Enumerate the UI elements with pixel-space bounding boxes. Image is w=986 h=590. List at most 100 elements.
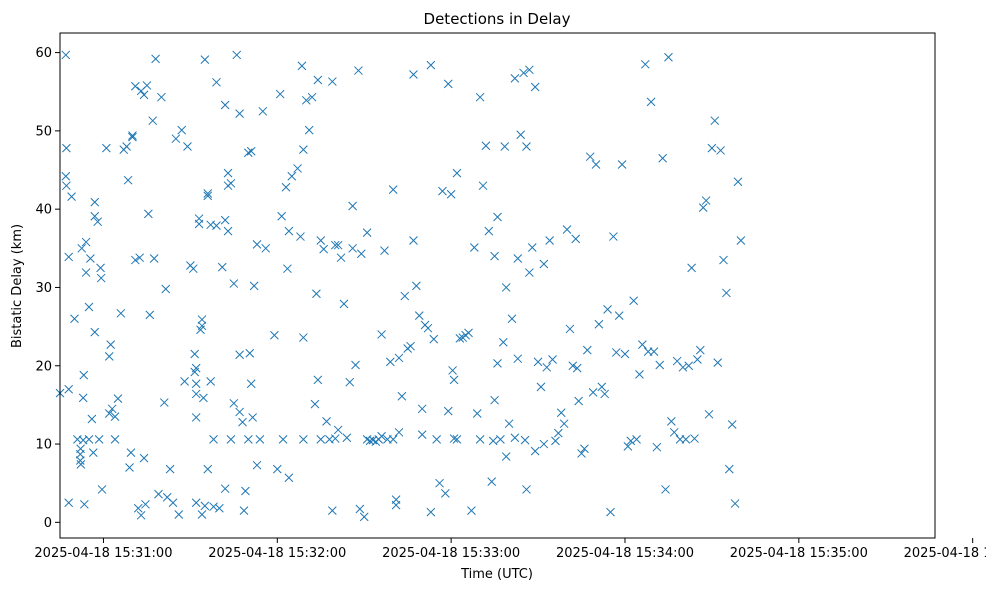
y-tick-label: 10	[35, 438, 52, 453]
data-point	[362, 228, 372, 238]
data-point	[203, 464, 213, 474]
data-point	[159, 398, 169, 407]
data-point	[525, 268, 534, 277]
data-point	[255, 434, 265, 444]
data-point	[191, 498, 201, 508]
data-point	[106, 340, 116, 349]
data-point	[122, 142, 131, 151]
data-point	[493, 212, 502, 222]
data-point	[313, 375, 323, 385]
data-point	[510, 74, 520, 83]
data-point	[582, 345, 592, 355]
x-axis-label: Time (UTC)	[460, 567, 533, 582]
data-point	[472, 409, 482, 418]
data-point	[597, 382, 607, 392]
data-point	[151, 54, 160, 64]
data-point	[417, 430, 427, 440]
data-point	[79, 370, 89, 380]
data-point	[64, 252, 74, 262]
data-point	[333, 425, 343, 435]
data-point	[484, 226, 494, 236]
data-point	[452, 434, 462, 444]
data-point	[504, 419, 514, 429]
data-point	[212, 77, 221, 87]
data-point	[90, 211, 100, 221]
data-point	[611, 348, 621, 357]
data-point	[527, 243, 537, 252]
data-point	[666, 416, 676, 426]
data-point	[429, 334, 439, 344]
data-point	[432, 434, 442, 444]
data-point	[199, 393, 208, 403]
x-tick-label: 2025-04-18 15:31:00	[34, 546, 172, 561]
data-point	[701, 196, 711, 205]
data-point	[130, 81, 140, 91]
data-point	[661, 485, 670, 494]
data-point	[467, 506, 476, 515]
data-point	[464, 328, 473, 338]
data-point	[130, 255, 140, 265]
data-point	[270, 330, 279, 340]
data-point	[635, 370, 644, 379]
data-point	[62, 143, 71, 153]
data-point	[614, 311, 624, 320]
data-point	[588, 388, 598, 397]
data-point	[388, 185, 398, 194]
data-point	[197, 510, 207, 519]
data-point	[345, 377, 355, 387]
data-point	[215, 503, 224, 513]
data-point	[397, 391, 407, 401]
data-point	[197, 315, 207, 324]
data-point	[312, 289, 321, 299]
data-point	[707, 143, 717, 153]
data-point	[258, 106, 268, 116]
data-point	[133, 503, 143, 513]
y-tick-label: 20	[35, 359, 52, 374]
data-point	[104, 352, 114, 361]
data-point	[81, 268, 91, 277]
data-point	[649, 347, 659, 357]
data-point	[206, 377, 216, 386]
data-point	[409, 70, 418, 79]
data-point	[67, 192, 76, 201]
data-point	[380, 246, 389, 256]
data-point	[438, 186, 447, 196]
data-point	[183, 142, 192, 151]
data-point	[77, 243, 87, 253]
data-point	[200, 55, 210, 64]
data-point	[733, 177, 743, 187]
data-point	[452, 168, 462, 178]
data-point	[690, 434, 699, 443]
data-point	[145, 310, 155, 320]
data-point	[239, 506, 249, 515]
data-point	[283, 264, 292, 274]
data-point	[139, 453, 149, 463]
data-point	[646, 97, 656, 107]
x-tick-label: 2025-04-18 15:35:00	[730, 546, 868, 561]
data-point	[736, 236, 746, 245]
data-point	[426, 507, 436, 517]
data-point	[93, 217, 103, 227]
data-point	[356, 249, 366, 259]
data-point	[141, 499, 150, 509]
data-point	[313, 75, 323, 85]
data-point	[490, 251, 499, 261]
data-point	[533, 357, 543, 367]
data-point	[417, 404, 427, 414]
data-point	[710, 116, 720, 126]
data-point	[110, 412, 120, 421]
data-point	[61, 171, 71, 181]
data-point	[574, 396, 583, 406]
data-point	[539, 259, 549, 269]
data-point	[594, 319, 604, 329]
data-point	[687, 263, 696, 273]
data-point	[348, 201, 357, 211]
data-point	[76, 460, 86, 469]
data-point	[580, 444, 589, 454]
data-point	[191, 379, 201, 389]
data-point	[203, 191, 213, 201]
data-point	[304, 125, 314, 135]
data-point	[235, 109, 244, 118]
data-point	[188, 264, 198, 274]
data-point	[144, 209, 153, 219]
